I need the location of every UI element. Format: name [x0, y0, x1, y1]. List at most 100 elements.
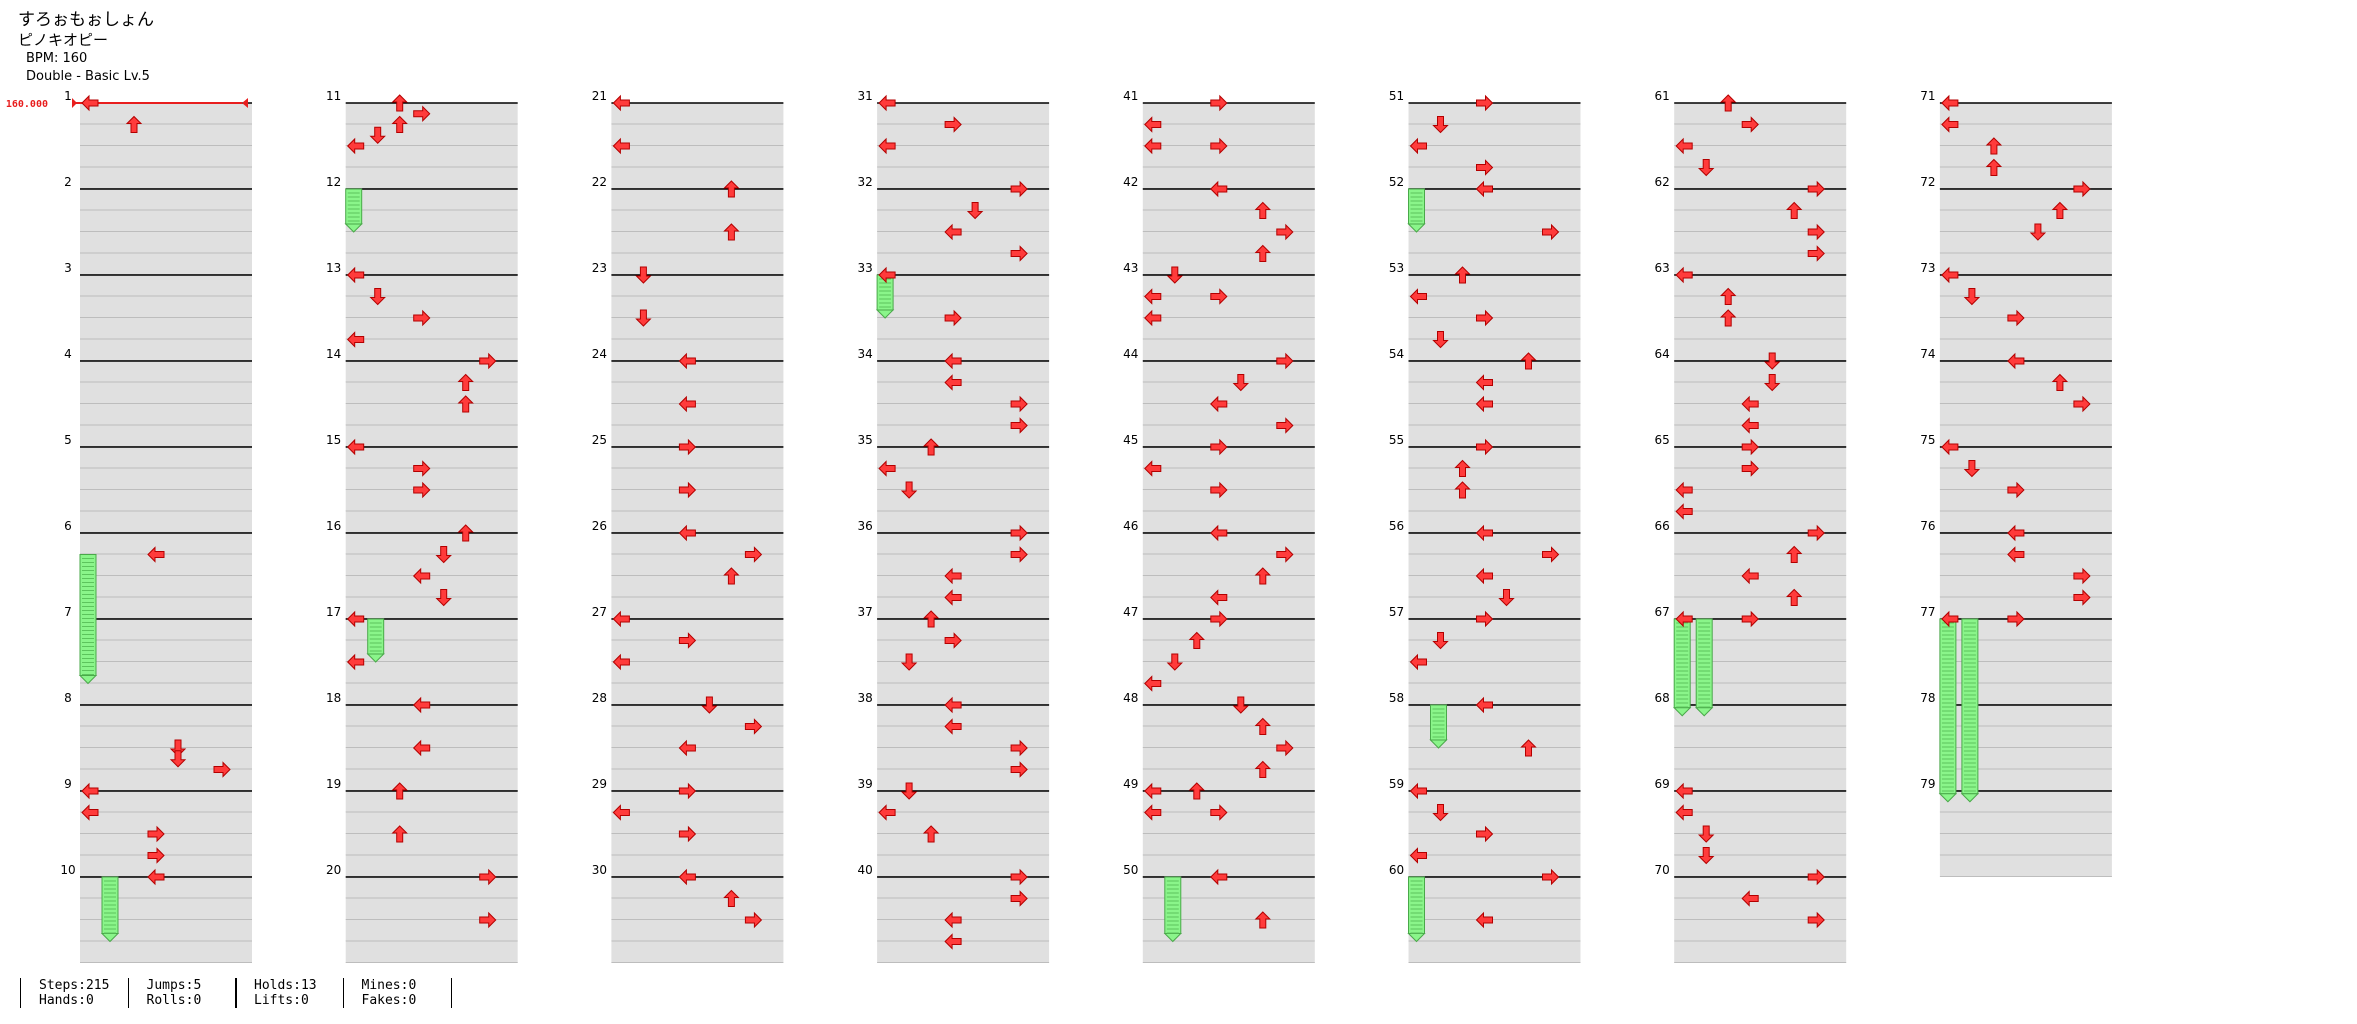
lane-band — [1408, 339, 1581, 361]
arrow-note — [1276, 546, 1294, 563]
arrow-note — [1763, 352, 1781, 370]
arrow-note — [147, 868, 165, 886]
lane-band — [877, 941, 1050, 963]
arrow-note — [1432, 331, 1449, 349]
measure-number: 16 — [326, 519, 341, 533]
hold-note — [1960, 618, 1980, 803]
lane-band — [1408, 640, 1581, 662]
arrow-shape — [457, 524, 474, 542]
hold-body — [1939, 618, 1957, 795]
lane-band — [611, 877, 784, 898]
lane-band — [345, 318, 518, 339]
lane-band — [611, 898, 784, 920]
arrow-note — [391, 94, 408, 112]
lane-band — [1939, 447, 2112, 468]
arrow-note — [346, 266, 365, 284]
measure-number: 4 — [64, 347, 72, 361]
measure-number: 11 — [326, 89, 341, 103]
lane-band — [877, 146, 1050, 167]
lane-band — [611, 146, 784, 167]
lane-band — [611, 812, 784, 834]
arrow-shape — [2073, 395, 2091, 413]
arrow-note — [1254, 911, 1272, 929]
arrow-note — [1941, 438, 1959, 456]
arrow-shape — [1741, 395, 1759, 413]
arrow-note — [900, 782, 918, 800]
lane-band — [1142, 877, 1315, 898]
lane-band — [1674, 705, 1847, 726]
arrow-note — [1144, 116, 1162, 133]
lane-band — [1408, 769, 1581, 791]
lane-band — [1408, 490, 1581, 511]
arrow-shape — [944, 718, 962, 735]
arrow-shape — [612, 610, 630, 628]
lane-band — [1408, 920, 1581, 941]
arrow-shape — [457, 395, 474, 413]
lane-band — [1939, 296, 2112, 318]
lane-band — [611, 576, 784, 597]
lane-band — [1408, 189, 1581, 210]
arrow-note — [1276, 417, 1294, 434]
lane-band — [345, 533, 518, 554]
arrow-note — [635, 266, 652, 284]
hold-body — [345, 188, 363, 225]
arrow-note — [678, 352, 696, 370]
arrow-shape — [413, 481, 431, 499]
arrow-note — [2073, 567, 2091, 585]
arrow-note — [2007, 546, 2025, 563]
lane-band — [1408, 941, 1581, 963]
arrow-shape — [1432, 116, 1449, 134]
measure-number: 61 — [1655, 89, 1670, 103]
chart-header: すろぉもぉしょん ピノキオピー BPM: 160 Double - Basic … — [18, 10, 154, 86]
arrow-shape — [900, 481, 918, 499]
arrow-note — [744, 546, 763, 563]
lane-band — [1939, 382, 2112, 404]
lane-band — [1142, 339, 1315, 361]
arrow-note — [944, 696, 962, 714]
lane-band — [877, 296, 1050, 318]
lane-band — [611, 447, 784, 468]
measure-number: 71 — [1920, 89, 1935, 103]
lane-band — [1142, 167, 1315, 189]
measure-number: 72 — [1920, 175, 1935, 189]
lane-band — [1939, 210, 2112, 232]
arrow-shape — [1476, 94, 1494, 112]
lane-band — [1142, 705, 1315, 726]
arrow-note — [1254, 760, 1272, 778]
lane-band — [345, 253, 518, 275]
lane-band — [1674, 318, 1847, 339]
arrow-note — [81, 804, 99, 821]
measure-number: 7 — [64, 605, 72, 619]
arrow-note — [1675, 503, 1693, 520]
arrow-note — [1476, 825, 1494, 843]
arrow-shape — [678, 524, 696, 542]
arrow-note — [922, 825, 940, 843]
arrow-shape — [2007, 546, 2025, 563]
arrow-note — [1010, 761, 1028, 778]
lane-band — [345, 447, 518, 468]
lane-band — [877, 533, 1050, 554]
lane-band — [1142, 662, 1315, 683]
arrow-note — [1276, 223, 1294, 241]
measure-number: 27 — [592, 605, 607, 619]
stat-column: Mines:0 Fakes:0 — [342, 978, 452, 1008]
arrow-shape — [413, 309, 431, 327]
arrow-note — [346, 438, 365, 456]
lane-band — [1408, 275, 1581, 296]
lane-band — [877, 834, 1050, 855]
arrow-note — [346, 610, 365, 628]
measure-number: 35 — [857, 433, 872, 447]
lane-band — [80, 855, 252, 877]
arrow-shape — [1254, 201, 1272, 219]
lane-band — [1142, 296, 1315, 318]
hold-tail — [366, 653, 385, 663]
arrow-note — [1409, 847, 1427, 864]
lane-band — [1142, 232, 1315, 253]
arrow-note — [723, 889, 740, 907]
measure-number: 3 — [64, 261, 72, 275]
lane-band — [1674, 877, 1847, 898]
arrow-shape — [944, 116, 962, 133]
arrow-shape — [1476, 438, 1494, 456]
lane-band — [345, 619, 518, 640]
arrow-shape — [1675, 610, 1693, 628]
